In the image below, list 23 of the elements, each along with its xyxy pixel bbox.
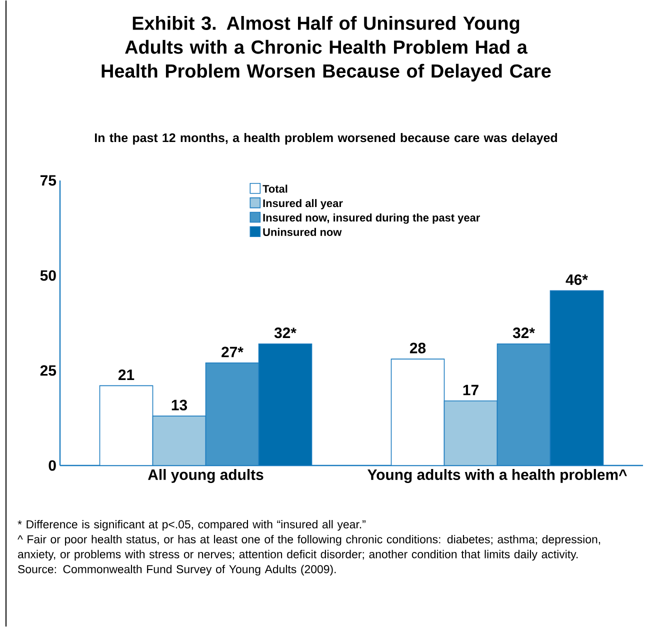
y-tick-label: 75	[40, 175, 56, 186]
data-label: 13	[172, 400, 188, 410]
text: ^ Fair or poor health status, or has at least one of the following chronic conditions: diabetes; asthma; depression, anxiety, or problems with stress or nerves; attention deficit disorder; another condition that limits daily activity.	[18, 534, 600, 561]
legend-label: Uninsured now	[263, 228, 342, 236]
source-note: Source: Commonwealth Fund Survey of Young Adults (2009).	[18, 564, 336, 576]
data-label: 32*	[274, 328, 296, 338]
y-tick-label: 50	[40, 270, 56, 281]
legend-label: Insured all year	[263, 199, 343, 210]
legend-label: Total	[262, 184, 288, 193]
data-label: 17	[463, 384, 478, 396]
y-tick-label: 0	[48, 460, 56, 471]
data-label: 28	[410, 342, 426, 354]
data-label: 21	[118, 370, 134, 380]
legend-label: Insured now, insured during the past year	[263, 214, 480, 224]
x-tick-label: All young adults	[148, 469, 264, 484]
text: * Difference is significant at p<.05, compared with “insured all year.”	[18, 520, 366, 531]
y-tick-label: 25	[40, 365, 56, 376]
chart-subtitle: In the past 12 months, a health problem worsened because care was delayed	[94, 133, 557, 145]
x-tick-label: Young adults with a health problem^	[368, 469, 627, 484]
data-label: 46*	[566, 274, 588, 285]
chart-title: Exhibit 3. Almost Half of Uninsured Young Adults with a Chronic Health Problem Had a Health Problem Worsen Because of Delayed Care	[102, 16, 551, 82]
data-label: 32*	[512, 328, 535, 338]
data-label: 27*	[222, 346, 244, 358]
